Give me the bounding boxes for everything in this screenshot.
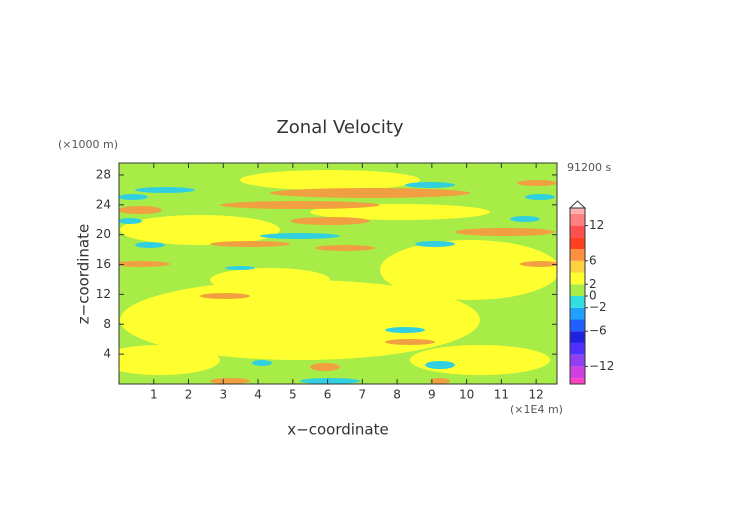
- x-tick-label: 11: [494, 388, 509, 402]
- colorbar-bin: [570, 249, 585, 261]
- colorbar-bin: [570, 284, 585, 296]
- contour-patch: [270, 188, 470, 198]
- colorbar-bin: [570, 260, 585, 273]
- y-tick-label: 16: [96, 257, 111, 271]
- contour-patch: [210, 378, 250, 384]
- y-tick-label: 28: [96, 167, 111, 181]
- x-tick-label: 1: [150, 388, 158, 402]
- contour-patch: [120, 280, 480, 360]
- contour-patch: [135, 242, 165, 248]
- y-tick-label: 12: [96, 287, 111, 301]
- contour-patch: [240, 170, 420, 190]
- contour-patch: [119, 218, 142, 224]
- colorbar-bin: [570, 342, 585, 355]
- colorbar-bin: [570, 378, 585, 384]
- x-tick-label: 8: [393, 388, 401, 402]
- contour-patch: [455, 228, 555, 236]
- colorbar-tick-label: −6: [589, 324, 607, 338]
- contour-patch: [119, 261, 170, 267]
- contour-patch: [210, 241, 290, 247]
- contour-patch: [510, 216, 540, 222]
- contour-patch: [425, 361, 455, 369]
- colorbar-tick-label: 12: [589, 218, 604, 232]
- colorbar-tick-label: 6: [589, 253, 597, 267]
- contour-patch: [380, 240, 557, 300]
- contour-field: [119, 163, 557, 384]
- contour-patch: [119, 194, 148, 200]
- contour-patch: [517, 180, 557, 186]
- time-label: 91200 s: [567, 161, 611, 174]
- contour-patch: [225, 266, 255, 270]
- y-tick-label: 8: [103, 317, 111, 331]
- contour-patch: [410, 345, 550, 375]
- y-tick-label: 24: [96, 197, 111, 211]
- colorbar-bin: [570, 225, 585, 238]
- colorbar-bin: [570, 208, 585, 214]
- x-tick-label: 7: [359, 388, 367, 402]
- contour-patch: [119, 345, 220, 375]
- contour-patch: [300, 378, 360, 384]
- x-tick-label: 4: [254, 388, 262, 402]
- plot-frame: [118, 162, 558, 385]
- y-axis-title: z−coordinate: [75, 224, 93, 324]
- x-tick-label: 2: [185, 388, 193, 402]
- colorbar-bin: [570, 272, 585, 285]
- contour-patch: [120, 215, 280, 245]
- colorbar-bin: [570, 237, 585, 250]
- colorbar-tick-label: 2: [589, 277, 597, 291]
- contour-patch: [430, 378, 450, 384]
- contour-patch: [135, 187, 195, 193]
- contour-patch: [315, 245, 375, 251]
- chart-title: Zonal Velocity: [276, 117, 403, 138]
- contour-patch: [415, 241, 455, 247]
- colorbar-bin: [570, 307, 585, 320]
- colorbar-extend: [568, 200, 587, 209]
- colorbar-bin: [570, 331, 585, 343]
- y-unit: (×1000 m): [58, 138, 118, 151]
- colorbar-tick-label: −12: [589, 359, 614, 373]
- contour-patch: [200, 293, 250, 299]
- contour-patch: [252, 360, 272, 366]
- contour-patch: [210, 268, 330, 292]
- colorbar-tick-label: −2: [589, 300, 607, 314]
- contour-patch: [119, 206, 162, 214]
- x-axis-title: x−coordinate: [287, 421, 388, 439]
- contour-patch: [525, 194, 555, 200]
- colorbar-bin: [570, 366, 585, 379]
- contour-patch: [220, 201, 380, 209]
- contour-patch: [310, 363, 340, 371]
- contour-patch: [520, 261, 557, 267]
- colorbar-tick-label: 0: [589, 289, 597, 303]
- contour-patch: [385, 339, 435, 345]
- colorbar-bin: [570, 296, 585, 308]
- contour-patch: [405, 182, 455, 188]
- contour-patch: [290, 217, 370, 225]
- y-tick-label: 4: [103, 347, 111, 361]
- colorbar-bin: [570, 213, 585, 226]
- x-tick-label: 6: [324, 388, 332, 402]
- colorbar-bin: [570, 354, 585, 367]
- x-tick-label: 12: [529, 388, 544, 402]
- x-tick-label: 10: [459, 388, 474, 402]
- x-tick-label: 9: [428, 388, 436, 402]
- x-tick-label: 5: [289, 388, 297, 402]
- contour-patch: [310, 204, 490, 220]
- x-unit: (×1E4 m): [510, 403, 563, 416]
- contour-patch: [385, 327, 425, 333]
- x-tick-label: 3: [219, 388, 227, 402]
- colorbar-bin: [570, 319, 585, 332]
- y-tick-label: 20: [96, 227, 111, 241]
- contour-patch: [260, 233, 340, 239]
